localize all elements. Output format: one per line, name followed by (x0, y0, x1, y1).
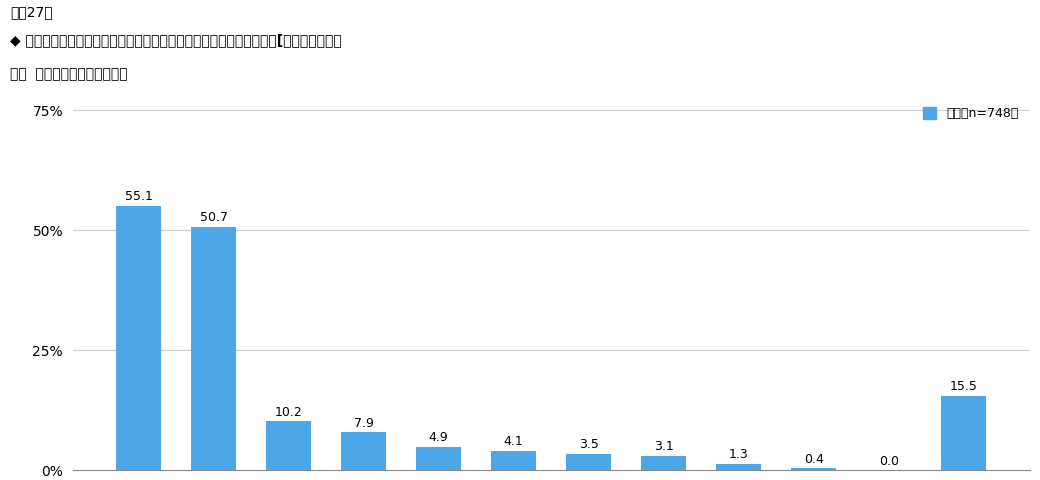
Text: 7.9: 7.9 (354, 417, 373, 430)
Bar (416, 447, 461, 470)
Text: 3.5: 3.5 (578, 438, 599, 451)
Bar (491, 451, 537, 470)
Text: ◆ 子どもを大学等へ進学させるための教育資金を準備している方法　[複数回答形式］: ◆ 子どもを大学等へ進学させるための教育資金を準備している方法 [複数回答形式］ (10, 34, 342, 48)
Bar (341, 432, 386, 470)
Bar (266, 421, 311, 470)
Text: （図27）: （図27） (10, 5, 53, 19)
Text: 15.5: 15.5 (950, 380, 978, 393)
Bar (791, 468, 836, 470)
Text: 3.1: 3.1 (654, 440, 674, 453)
Bar (191, 227, 236, 470)
Bar (566, 454, 612, 470)
Text: 0.0: 0.0 (879, 455, 899, 468)
Text: 4.9: 4.9 (428, 431, 448, 444)
Text: 0.4: 0.4 (804, 453, 824, 466)
Text: 55.1: 55.1 (125, 190, 153, 203)
Text: 4.1: 4.1 (503, 435, 523, 448)
Text: 10.2: 10.2 (275, 406, 303, 419)
Bar (116, 206, 161, 470)
Legend: 全体【n=748】: 全体【n=748】 (918, 102, 1023, 125)
Text: 対象  高校生以下の子どもの親: 対象 高校生以下の子どもの親 (10, 67, 128, 81)
Bar (717, 464, 761, 470)
Text: 50.7: 50.7 (200, 211, 228, 224)
Bar (642, 456, 686, 470)
Text: 1.3: 1.3 (729, 448, 749, 461)
Bar (941, 396, 986, 470)
